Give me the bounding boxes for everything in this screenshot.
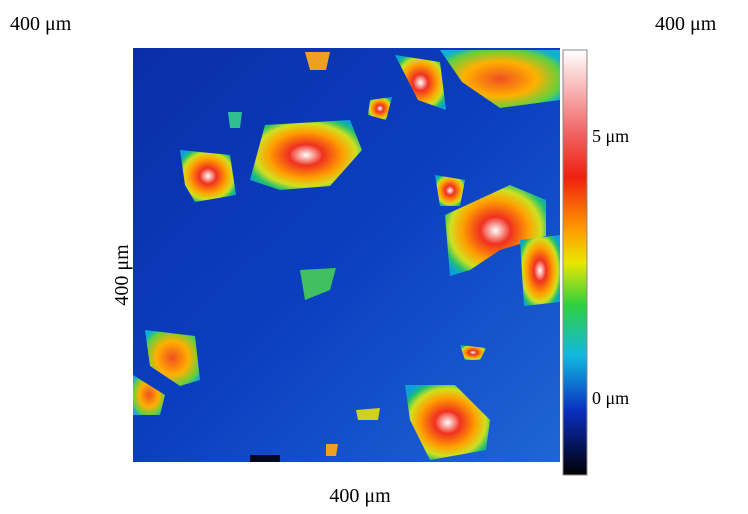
feature [228,112,242,128]
axis-label: 400 μm [329,485,391,507]
figure: 400 μm 400 μm 5 μm 0 μm 400 μm 400 μm [0,0,748,514]
feature [326,444,338,456]
feature [520,235,560,306]
scale-label: 400 μm [655,13,717,35]
scale-label: 400 μm [10,13,72,35]
colorbar-label: 0 μm [592,388,629,408]
map-background [133,48,560,462]
feature [435,175,465,206]
height-map [133,48,560,462]
feature [356,408,380,420]
feature [250,455,280,462]
axis-label: 400 μm [111,244,133,306]
colorbar [563,50,587,475]
colorbar-label: 5 μm [592,126,629,146]
